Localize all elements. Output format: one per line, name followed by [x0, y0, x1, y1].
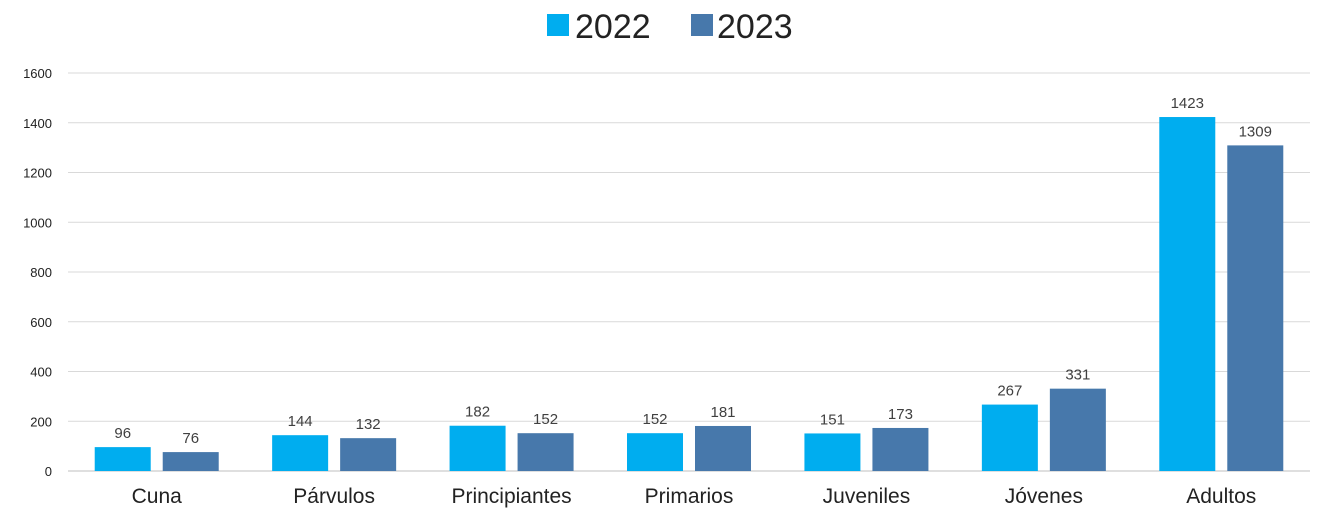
- y-tick-label: 400: [30, 365, 52, 380]
- data-label: 267: [997, 383, 1022, 400]
- data-label: 76: [182, 430, 199, 447]
- data-label: 181: [710, 404, 735, 421]
- bar-2023-Párvulos: [340, 438, 397, 471]
- x-tick-label: Párvulos: [293, 485, 375, 508]
- legend-label-2023: 2023: [717, 8, 793, 46]
- data-label: 144: [288, 413, 313, 430]
- bar-2022-Principiantes: [449, 425, 506, 471]
- y-tick-label: 800: [30, 265, 52, 280]
- bar-2023-Adultos: [1227, 145, 1284, 472]
- x-tick-label: Principiantes: [451, 485, 571, 508]
- data-label: 96: [114, 425, 131, 442]
- bar-2023-Cuna: [162, 452, 219, 471]
- legend-swatch-2022: [547, 14, 569, 36]
- bar-2022-Juveniles: [804, 433, 861, 471]
- y-tick-label: 600: [30, 315, 52, 330]
- bar-2022-Adultos: [1159, 117, 1216, 471]
- x-tick-label: Cuna: [132, 485, 183, 508]
- bar-2023-Primarios: [695, 425, 751, 471]
- x-tick-label: Adultos: [1186, 485, 1256, 508]
- data-labels: 96 76 144 132 182 152 152 181 151 173 267 331 1423 13…: [114, 95, 1272, 447]
- y-tick-label: 0: [45, 464, 52, 479]
- legend-label-2022: 2022: [575, 8, 651, 46]
- y-tick-label: 1200: [23, 166, 52, 181]
- data-label: 173: [888, 406, 913, 423]
- data-label: 132: [356, 416, 381, 433]
- bar-2022-Jóvenes: [981, 404, 1038, 471]
- y-tick-label: 1000: [23, 215, 52, 230]
- y-tick-label: 1400: [23, 116, 52, 131]
- legend: 2022 2023: [547, 8, 793, 46]
- bars: [94, 117, 1284, 472]
- x-axis: Cuna Párvulos Principiantes Primarios Juveni…: [132, 485, 1257, 508]
- x-tick-label: Jóvenes: [1005, 485, 1083, 508]
- bar-2022-Cuna: [94, 447, 151, 471]
- data-label: 1423: [1171, 95, 1204, 112]
- y-tick-label: 200: [30, 414, 52, 429]
- data-label: 182: [465, 404, 490, 421]
- data-label: 1309: [1239, 123, 1272, 140]
- bar-2023-Jóvenes: [1049, 388, 1106, 471]
- bar-2022-Párvulos: [272, 435, 329, 471]
- data-label: 331: [1065, 367, 1090, 384]
- x-tick-label: Juveniles: [823, 485, 911, 508]
- y-tick-label: 1600: [23, 66, 52, 81]
- data-label: 151: [820, 411, 845, 428]
- bar-2023-Juveniles: [872, 427, 929, 471]
- x-tick-label: Primarios: [645, 485, 734, 508]
- grid-lines: [68, 72, 1310, 472]
- data-label: 152: [642, 411, 667, 428]
- y-axis: 0 200 400 600 800 1000 1200 1400 1600: [23, 66, 52, 479]
- bar-2023-Principiantes: [517, 433, 574, 471]
- legend-swatch-2023: [691, 14, 713, 36]
- bar-2022-Primarios: [627, 433, 683, 471]
- data-label: 152: [533, 411, 558, 428]
